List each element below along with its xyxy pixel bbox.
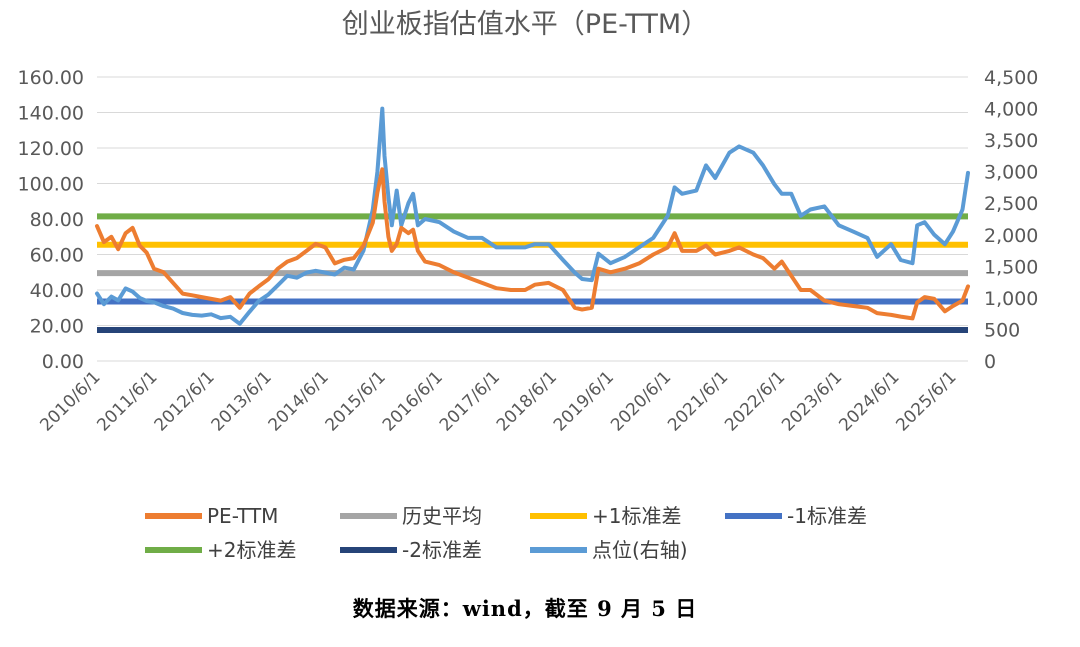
x-tick-label: 2011/6/1: [93, 367, 161, 435]
x-tick-label: 2025/6/1: [892, 367, 960, 435]
right-tick-label: 2,000: [984, 225, 1038, 247]
x-tick-label: 2013/6/1: [208, 367, 276, 435]
series-lines: [95, 106, 970, 326]
x-tick-label: 2020/6/1: [607, 367, 675, 435]
legend: PE-TTM 历史平均 +1标准差 -1标准差 +2标准差 -2标准差 点位(右轴): [145, 504, 867, 562]
reference-lines: [97, 213, 968, 333]
right-axis-ticks: 0 500 1,000 1,500 2,000 2,500 3,000 3,500 4,000 4…: [984, 67, 1038, 373]
x-tick-label: 2017/6/1: [436, 367, 504, 435]
left-tick-label: 80.00: [30, 209, 84, 231]
left-axis-ticks: 0.00 20.00 40.00 60.00 80.00 100.00 120.00 140.…: [18, 67, 84, 373]
x-tick-label: 2021/6/1: [664, 367, 732, 435]
left-tick-label: 100.00: [18, 174, 84, 196]
right-tick-label: 4,500: [984, 67, 1038, 89]
chart-canvas: 0.00 20.00 40.00 60.00 80.00 100.00 120.00 140.…: [18, 67, 1039, 562]
left-tick-label: 60.00: [30, 245, 84, 267]
series-line-pe: [95, 167, 970, 321]
x-tick-label: 2014/6/1: [265, 367, 333, 435]
left-tick-label: 140.00: [18, 103, 84, 125]
grid-lines: [97, 76, 968, 362]
right-tick-label: 0: [984, 351, 996, 373]
legend-label-minus2: -2标准差: [402, 538, 482, 562]
x-tick-label: 2016/6/1: [379, 367, 447, 435]
right-tick-label: 1,000: [984, 288, 1038, 310]
source-note: 数据来源：wind，截至 9 月 5 日: [352, 596, 698, 621]
right-tick-label: 3,000: [984, 162, 1038, 184]
right-tick-label: 4,000: [984, 99, 1038, 121]
legend-label-index: 点位(右轴): [592, 538, 688, 562]
legend-label-plus2: +2标准差: [207, 538, 296, 562]
x-tick-label: 2012/6/1: [151, 367, 219, 435]
x-tick-label: 2018/6/1: [493, 367, 561, 435]
right-tick-label: 3,500: [984, 130, 1038, 152]
x-tick-label: 2023/6/1: [778, 367, 846, 435]
x-tick-label: 2010/6/1: [36, 367, 104, 435]
left-tick-label: 120.00: [18, 138, 84, 160]
left-tick-label: 20.00: [30, 316, 84, 338]
legend-label-minus1: -1标准差: [787, 504, 867, 528]
left-tick-label: 160.00: [18, 67, 84, 89]
x-tick-label: 2022/6/1: [721, 367, 789, 435]
x-axis-ticks: 2010/6/12011/6/12012/6/12013/6/12014/6/1…: [36, 367, 960, 435]
x-tick-label: 2019/6/1: [550, 367, 618, 435]
left-tick-label: 40.00: [30, 280, 84, 302]
chart-title: 创业板指估值水平（PE-TTM）: [341, 9, 709, 40]
legend-label-pe: PE-TTM: [207, 504, 278, 528]
right-tick-label: 500: [984, 319, 1020, 341]
legend-label-mean: 历史平均: [402, 504, 482, 528]
left-tick-label: 0.00: [42, 351, 84, 373]
right-tick-label: 2,500: [984, 193, 1038, 215]
x-tick-label: 2024/6/1: [835, 367, 903, 435]
series-line-index: [95, 106, 970, 326]
legend-label-plus1: +1标准差: [592, 504, 681, 528]
x-tick-label: 2015/6/1: [322, 367, 390, 435]
right-tick-label: 1,500: [984, 256, 1038, 278]
